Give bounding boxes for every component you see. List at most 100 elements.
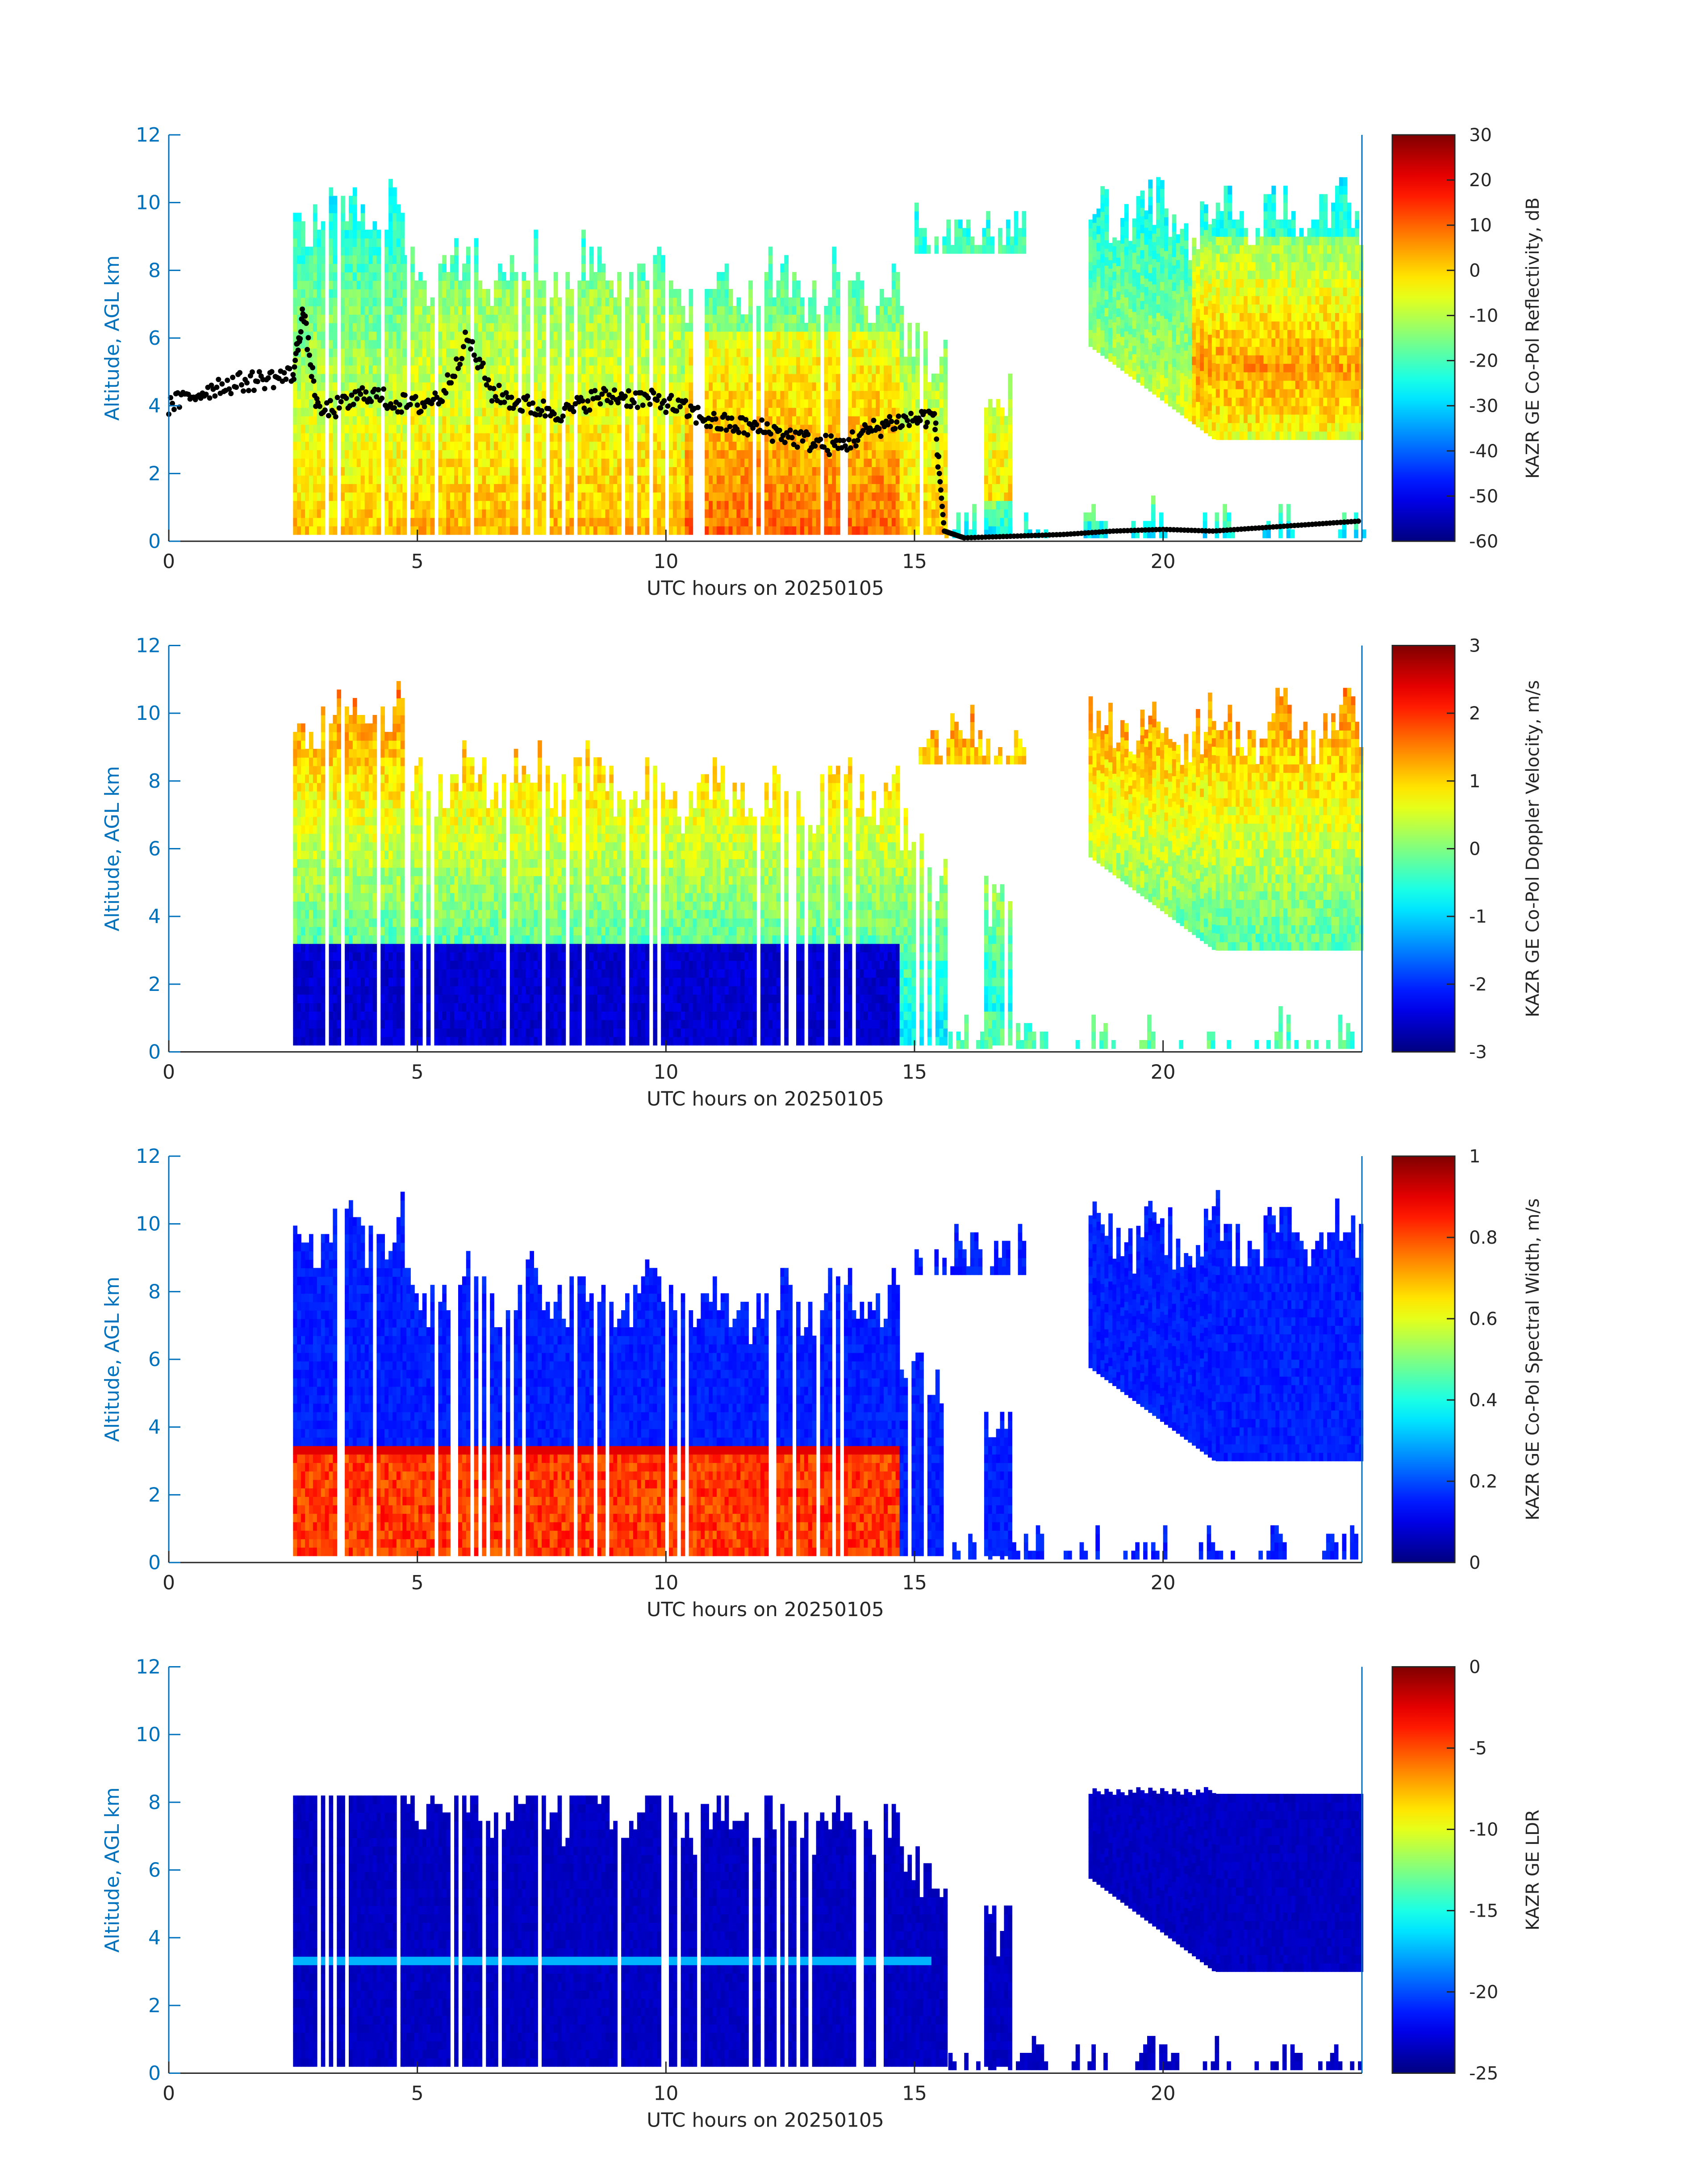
heatmap-cell [1148, 323, 1153, 332]
heatmap-cell [414, 441, 419, 450]
heatmap-cell [744, 484, 749, 493]
heatmap-cell [454, 450, 459, 459]
heatmap-cell [388, 255, 393, 264]
heatmap-cell [388, 247, 393, 255]
heatmap-cell [376, 433, 381, 442]
heatmap-cell [629, 526, 634, 535]
heatmap-cell [860, 323, 864, 332]
heatmap-cell [1140, 241, 1145, 250]
heatmap-cell [792, 297, 797, 306]
heatmap-cell [744, 467, 749, 476]
heatmap-cell [880, 365, 884, 374]
heatmap-cell [349, 475, 353, 484]
heatmap-cell [832, 255, 836, 264]
heatmap-cell [1097, 293, 1101, 302]
heatmap-cell [454, 433, 459, 442]
heatmap-cell [625, 306, 630, 315]
heatmap-cell [717, 433, 721, 442]
heatmap-cell [414, 467, 419, 476]
heatmap-cell [365, 272, 369, 281]
heatmap-cell [1104, 299, 1109, 308]
heatmap-cell [629, 518, 634, 526]
heatmap-cell [384, 255, 389, 264]
heatmap-cell [978, 245, 983, 254]
heatmap-cell [907, 450, 912, 459]
heatmap-cell [558, 450, 562, 459]
heatmap-cell [733, 340, 737, 349]
heatmap-cell [848, 518, 852, 526]
heatmap-cell [927, 391, 932, 400]
heatmap-cell [892, 501, 896, 510]
heatmap-cell [1000, 467, 1005, 476]
heatmap-cell [402, 348, 407, 357]
heatmap-cell [744, 509, 749, 518]
heatmap-cell [438, 526, 443, 535]
heatmap-cell [1008, 484, 1012, 493]
heatmap-cell [321, 424, 326, 433]
heatmap-cell [748, 391, 753, 400]
heatmap-cell [454, 441, 459, 450]
heatmap-cell [935, 441, 940, 450]
heatmap-cell [876, 475, 880, 484]
heatmap-cell [418, 331, 423, 340]
heatmap-cell [828, 306, 832, 315]
heatmap-cell [349, 509, 353, 518]
heatmap-cell [935, 399, 940, 408]
heatmap-cell [1160, 197, 1165, 206]
heatmap-cell [915, 374, 920, 383]
heatmap-cell [721, 297, 725, 306]
heatmap-cell [896, 306, 900, 315]
heatmap-cell [301, 526, 305, 535]
heatmap-cell [349, 272, 353, 281]
heatmap-cell [1144, 219, 1148, 228]
heatmap-cell [824, 331, 828, 340]
heatmap-cell [357, 492, 361, 501]
heatmap-cell [744, 458, 749, 467]
heatmap-cell [321, 297, 326, 306]
heatmap-cell [369, 247, 373, 255]
heatmap-cell [764, 382, 769, 391]
heatmap-cell [944, 467, 948, 476]
heatmap-cell [510, 492, 514, 501]
heatmap-cell [872, 382, 876, 391]
heatmap-cell [613, 374, 618, 383]
heatmap-cell [462, 263, 467, 272]
heatmap-cell [345, 492, 349, 501]
heatmap-cell [466, 382, 471, 391]
heatmap-cell [414, 492, 419, 501]
heatmap-cell [625, 450, 630, 459]
heatmap-cell [438, 297, 443, 306]
heatmap-cell [373, 263, 377, 272]
heatmap-cell [450, 297, 455, 306]
heatmap-cell [585, 340, 590, 349]
heatmap-cell [681, 509, 685, 518]
heatmap-cell [554, 450, 558, 459]
heatmap-cell [713, 289, 717, 298]
heatmap-cell [617, 408, 622, 417]
heatmap-cell [988, 416, 993, 425]
heatmap-cell [558, 374, 562, 383]
heatmap-cell [1136, 374, 1141, 383]
heatmap-cell [345, 467, 349, 476]
heatmap-cell [589, 297, 594, 306]
heatmap-cell [721, 280, 725, 289]
heatmap-cell [1100, 212, 1105, 221]
heatmap-cell [522, 365, 526, 374]
heatmap-cell [606, 280, 610, 289]
heatmap-cell [864, 475, 868, 484]
heatmap-cell [526, 280, 530, 289]
heatmap-cell [462, 433, 467, 442]
heatmap-cell [982, 237, 986, 246]
heatmap-cell [736, 501, 741, 510]
heatmap-cell [773, 374, 777, 383]
heatmap-cell [617, 374, 622, 383]
heatmap-cell [792, 306, 797, 315]
heatmap-cell [474, 382, 479, 391]
heatmap-cell [868, 357, 872, 366]
heatmap-cell [931, 374, 936, 383]
heatmap-cell [482, 340, 486, 349]
heatmap-cell [333, 484, 337, 493]
heatmap-cell [357, 526, 361, 535]
heatmap-cell [585, 374, 590, 383]
heatmap-cell [442, 348, 447, 357]
